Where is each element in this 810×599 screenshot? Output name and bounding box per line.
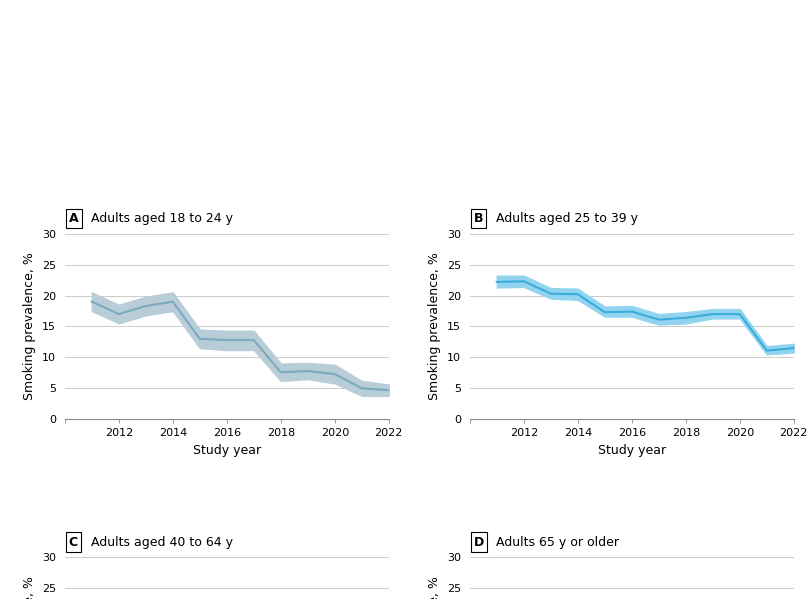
Y-axis label: Smoking prevalence, %: Smoking prevalence, %: [23, 253, 36, 400]
Y-axis label: Smoking prevalence, %: Smoking prevalence, %: [23, 576, 36, 599]
X-axis label: Study year: Study year: [598, 444, 666, 457]
Text: Adults aged 25 to 39 y: Adults aged 25 to 39 y: [496, 212, 637, 225]
Text: Adults 65 y or older: Adults 65 y or older: [496, 536, 619, 549]
Text: Adults aged 18 to 24 y: Adults aged 18 to 24 y: [91, 212, 232, 225]
Text: Adults aged 40 to 64 y: Adults aged 40 to 64 y: [91, 536, 232, 549]
X-axis label: Study year: Study year: [193, 444, 261, 457]
Text: A: A: [69, 212, 79, 225]
Y-axis label: Smoking prevalence, %: Smoking prevalence, %: [428, 253, 441, 400]
Y-axis label: Smoking prevalence, %: Smoking prevalence, %: [428, 576, 441, 599]
Text: D: D: [474, 536, 484, 549]
Text: C: C: [69, 536, 78, 549]
Text: B: B: [474, 212, 484, 225]
